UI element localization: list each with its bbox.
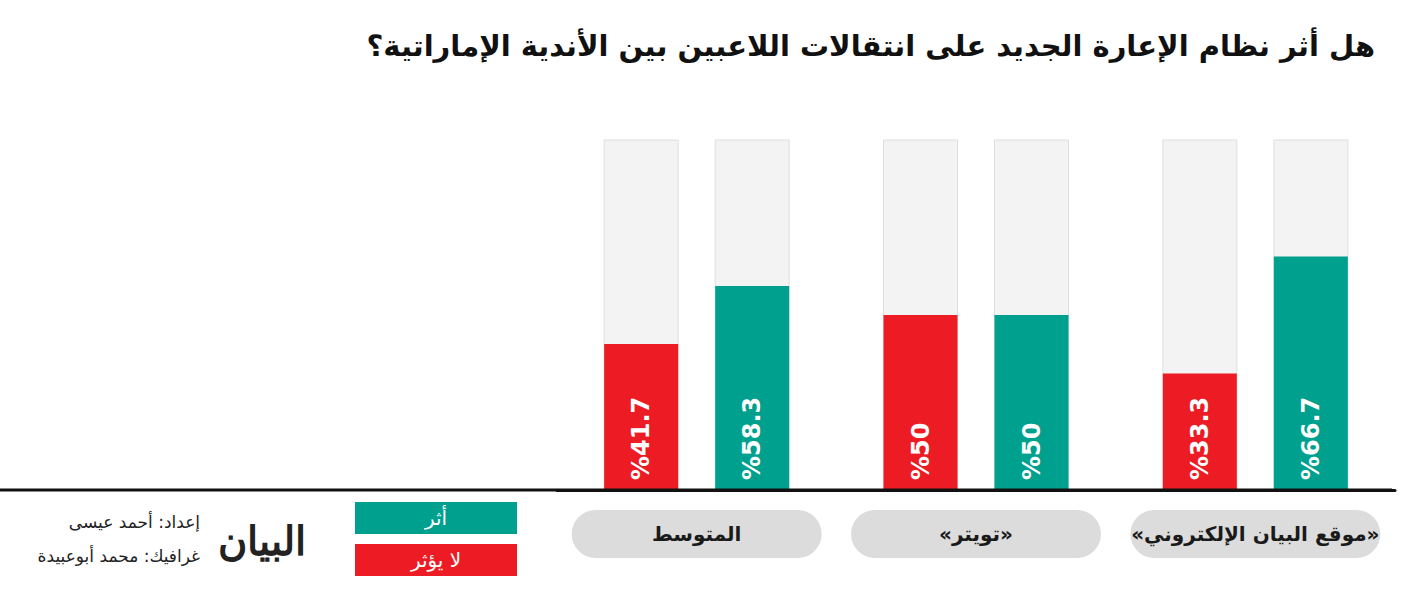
svg-text:غرافيك: محمد أبوعبيدة: غرافيك: محمد أبوعبيدة	[38, 545, 201, 566]
svg-text:%58.3: %58.3	[738, 397, 766, 480]
svg-text:المتوسط: المتوسط	[652, 522, 742, 546]
svg-text:«تويتر»: «تويتر»	[939, 522, 1013, 546]
svg-text:%41.7: %41.7	[627, 397, 655, 480]
svg-text:هل أثر نظام الإعارة الجديد على: هل أثر نظام الإعارة الجديد على انتقالات …	[367, 27, 1376, 63]
svg-text:أثر: أثر	[424, 505, 447, 530]
svg-text:إعداد: أحمد عيسى: إعداد: أحمد عيسى	[69, 511, 200, 532]
svg-text:البيان: البيان	[218, 517, 306, 564]
svg-text:%66.7: %66.7	[1297, 397, 1325, 480]
svg-text:%33.3: %33.3	[1186, 397, 1214, 480]
svg-text:لا يؤثر: لا يؤثر	[410, 548, 461, 572]
svg-text:«موقع البيان الإلكتروني»: «موقع البيان الإلكتروني»	[1131, 522, 1379, 547]
svg-text:%50: %50	[1018, 423, 1046, 480]
svg-text:%50: %50	[907, 423, 935, 480]
